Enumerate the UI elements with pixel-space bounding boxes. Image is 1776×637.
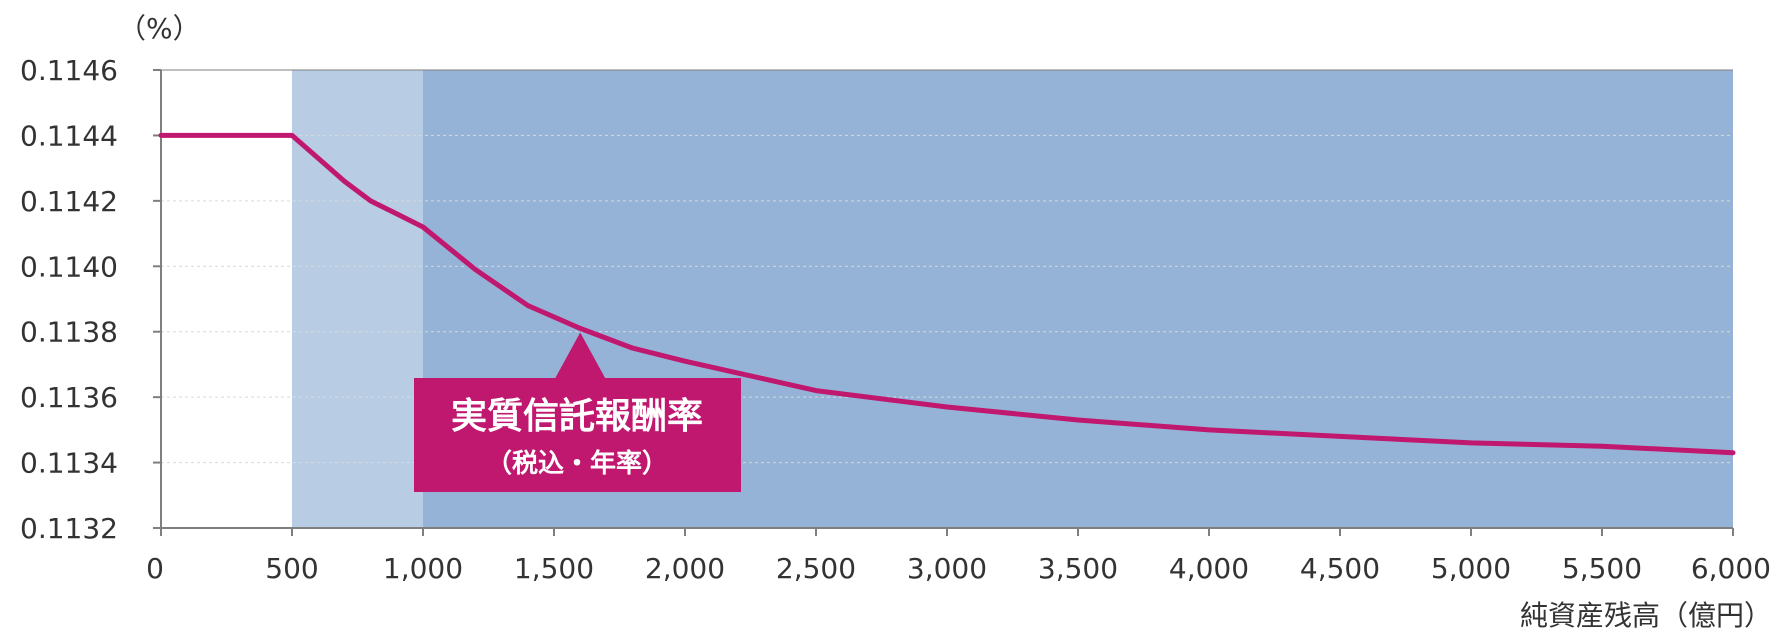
y-tick-label: 0.1142 (20, 185, 118, 218)
x-tick-label: 0 (146, 552, 164, 585)
x-tick-label: 3,500 (1038, 552, 1118, 585)
x-tick-label: 1,000 (383, 552, 463, 585)
series-layer (158, 132, 1736, 456)
series-line (158, 132, 1736, 456)
y-tick-label: 0.1134 (20, 447, 118, 480)
band-light (292, 70, 423, 528)
x-axis-ticks: 0 500 1,000 1,500 2,000 2,500 3,000 3,500 4,000 4… (146, 528, 1771, 585)
callout-subtitle: （税込・年率） (486, 448, 668, 479)
y-axis-ticks: 0.1132 0.1134 0.1136 0.1138 0.1140 0.1142 0.11… (20, 54, 161, 545)
x-tick-label: 4,000 (1169, 552, 1249, 585)
x-tick-label: 4,500 (1300, 552, 1380, 585)
y-tick-label: 0.1136 (20, 381, 118, 414)
x-tick-label: 6,000 (1691, 552, 1771, 585)
x-tick-label: 5,000 (1431, 552, 1511, 585)
callout-label: 実質信託報酬率 （税込・年率） (414, 332, 741, 492)
y-tick-label: 0.1132 (20, 512, 118, 545)
x-tick-label: 500 (265, 552, 318, 585)
callout-box (414, 378, 741, 492)
x-tick-label: 5,500 (1562, 552, 1642, 585)
y-tick-label: 0.1138 (20, 316, 118, 349)
callout-pointer (554, 332, 607, 380)
x-tick-label: 3,000 (907, 552, 987, 585)
y-tick-label: 0.1144 (20, 119, 118, 152)
x-tick-label: 2,500 (776, 552, 856, 585)
x-tick-label: 2,000 (645, 552, 725, 585)
y-axis-unit: （%） (118, 12, 201, 45)
x-axis-label: 純資産残高（億円） (1520, 599, 1772, 632)
x-tick-label: 1,500 (514, 552, 594, 585)
y-tick-label: 0.1140 (20, 250, 118, 283)
callout-title: 実質信託報酬率 (451, 396, 703, 437)
y-tick-label: 0.1146 (20, 54, 118, 87)
